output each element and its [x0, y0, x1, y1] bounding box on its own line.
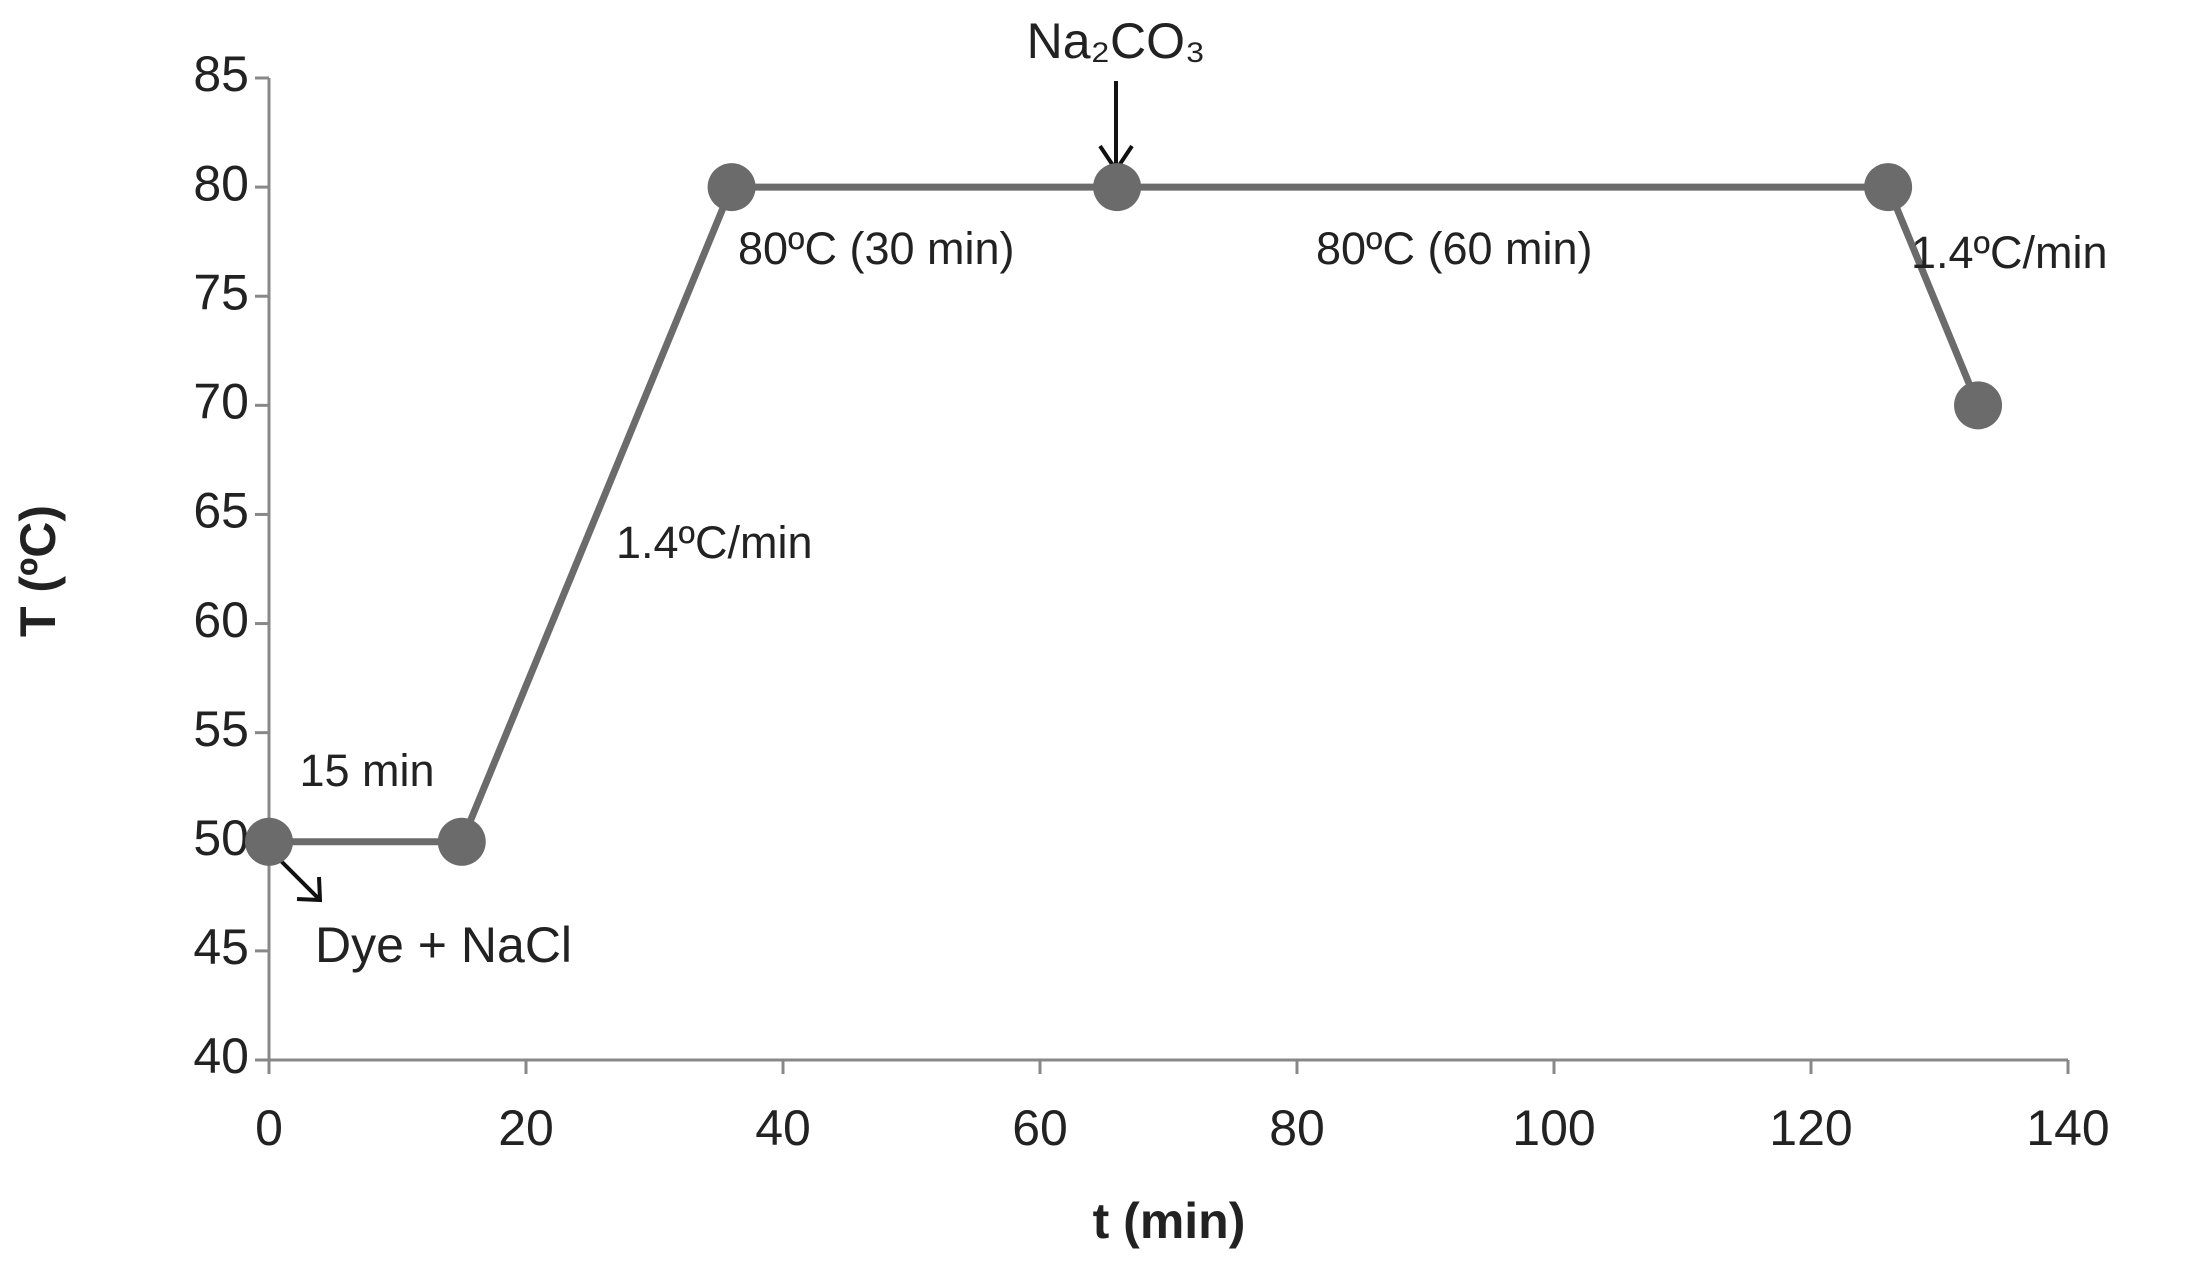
- y-tick-label: 80: [193, 155, 249, 211]
- marker: [1954, 381, 2003, 430]
- y-tick-label: 55: [193, 701, 249, 757]
- y-tick-label: 50: [193, 810, 249, 866]
- annotation: 1.4ºC/min: [616, 517, 813, 568]
- y-tick-label: 40: [193, 1028, 249, 1084]
- marker: [1093, 163, 1142, 212]
- y-axis-label: T (ºC): [10, 505, 66, 637]
- line: [269, 183, 1982, 846]
- arrow-head: [296, 876, 323, 903]
- annotation: Na₂CO₃: [1027, 13, 1206, 69]
- x-tick-label: 120: [1769, 1100, 1852, 1156]
- marker: [245, 817, 293, 866]
- x-tick-label: 0: [255, 1100, 283, 1156]
- annotation: 80ºC (30 min): [738, 223, 1015, 274]
- x-tick-label: 40: [755, 1100, 811, 1156]
- x-tick-label: 100: [1512, 1100, 1595, 1156]
- x-tick-label: 20: [498, 1100, 554, 1156]
- y-tick-label: 75: [193, 264, 249, 320]
- y-tick-label: 70: [193, 374, 249, 430]
- x-tick-label: 80: [1269, 1100, 1325, 1156]
- annotation: 80ºC (60 min): [1316, 223, 1593, 274]
- y-tick-label: 60: [193, 592, 249, 648]
- y-tick-label: 45: [193, 919, 249, 975]
- marker: [707, 163, 756, 212]
- x-tick-label: 60: [1012, 1100, 1068, 1156]
- y-tick-label: 85: [193, 46, 249, 102]
- marker: [1864, 163, 1913, 212]
- arrow: [278, 858, 321, 901]
- x-tick-label: 140: [2026, 1100, 2109, 1156]
- annotation: 1.4ºC/min: [1911, 227, 2108, 278]
- annotation: 15 min: [299, 745, 434, 796]
- marker: [437, 817, 486, 866]
- x-axis-label: t (min): [1093, 1193, 1246, 1249]
- annotation: Dye + NaCl: [315, 917, 572, 973]
- y-tick-label: 65: [193, 483, 249, 539]
